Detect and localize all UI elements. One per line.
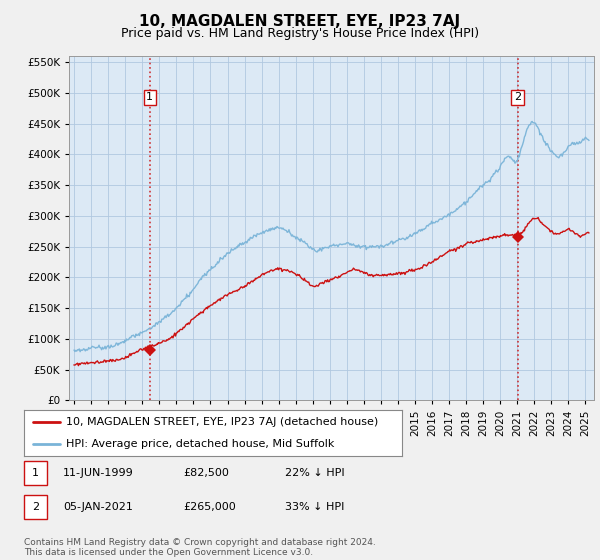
- Text: 10, MAGDALEN STREET, EYE, IP23 7AJ (detached house): 10, MAGDALEN STREET, EYE, IP23 7AJ (deta…: [65, 417, 378, 427]
- Text: £265,000: £265,000: [183, 502, 236, 512]
- Text: 22% ↓ HPI: 22% ↓ HPI: [285, 468, 344, 478]
- Text: 2: 2: [514, 92, 521, 102]
- Text: 1: 1: [32, 468, 39, 478]
- Text: Contains HM Land Registry data © Crown copyright and database right 2024.
This d: Contains HM Land Registry data © Crown c…: [24, 538, 376, 557]
- Text: 10, MAGDALEN STREET, EYE, IP23 7AJ: 10, MAGDALEN STREET, EYE, IP23 7AJ: [139, 14, 461, 29]
- Text: £82,500: £82,500: [183, 468, 229, 478]
- Text: HPI: Average price, detached house, Mid Suffolk: HPI: Average price, detached house, Mid …: [65, 438, 334, 449]
- Text: 33% ↓ HPI: 33% ↓ HPI: [285, 502, 344, 512]
- Text: 11-JUN-1999: 11-JUN-1999: [63, 468, 134, 478]
- Text: 2: 2: [32, 502, 39, 512]
- Text: 05-JAN-2021: 05-JAN-2021: [63, 502, 133, 512]
- Text: Price paid vs. HM Land Registry's House Price Index (HPI): Price paid vs. HM Land Registry's House …: [121, 27, 479, 40]
- Text: 1: 1: [146, 92, 153, 102]
